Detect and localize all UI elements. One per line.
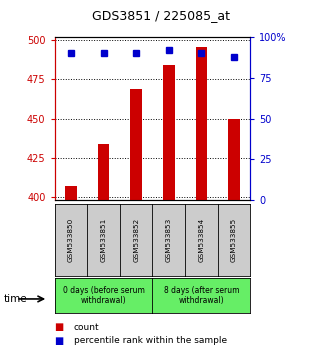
Text: count: count	[74, 323, 100, 332]
Bar	[196, 47, 207, 200]
Text: GSM533850: GSM533850	[68, 218, 74, 262]
Bar	[130, 89, 142, 200]
Text: 0 days (before serum
withdrawal): 0 days (before serum withdrawal)	[63, 286, 144, 305]
Text: ■: ■	[55, 336, 64, 346]
Bar	[98, 144, 109, 200]
Bar	[228, 119, 240, 200]
Text: GSM533852: GSM533852	[133, 218, 139, 262]
Text: GDS3851 / 225085_at: GDS3851 / 225085_at	[91, 9, 230, 22]
Text: time: time	[3, 294, 27, 304]
Bar	[163, 65, 175, 200]
Text: ■: ■	[55, 322, 64, 332]
Text: GSM533851: GSM533851	[100, 218, 107, 262]
Text: GSM533855: GSM533855	[231, 218, 237, 262]
Text: 8 days (after serum
withdrawal): 8 days (after serum withdrawal)	[164, 286, 239, 305]
Text: GSM533854: GSM533854	[198, 218, 204, 262]
Text: GSM533853: GSM533853	[166, 218, 172, 262]
Text: percentile rank within the sample: percentile rank within the sample	[74, 336, 227, 345]
Bar	[65, 186, 77, 200]
